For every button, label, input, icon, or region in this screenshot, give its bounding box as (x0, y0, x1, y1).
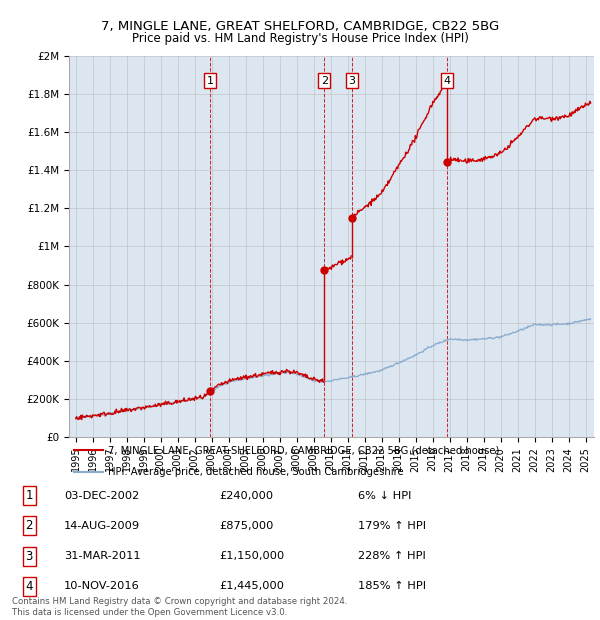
Text: Price paid vs. HM Land Registry's House Price Index (HPI): Price paid vs. HM Land Registry's House … (131, 32, 469, 45)
Text: 4: 4 (26, 580, 33, 593)
Text: £875,000: £875,000 (220, 521, 274, 531)
Text: 1: 1 (207, 76, 214, 86)
Text: Contains HM Land Registry data © Crown copyright and database right 2024.
This d: Contains HM Land Registry data © Crown c… (12, 598, 347, 617)
Text: 10-NOV-2016: 10-NOV-2016 (64, 582, 140, 591)
Text: 31-MAR-2011: 31-MAR-2011 (64, 551, 140, 561)
Text: 3: 3 (349, 76, 355, 86)
Text: 14-AUG-2009: 14-AUG-2009 (64, 521, 140, 531)
Text: 7, MINGLE LANE, GREAT SHELFORD, CAMBRIDGE, CB22 5BG (detached house): 7, MINGLE LANE, GREAT SHELFORD, CAMBRIDG… (109, 445, 500, 455)
Text: 2: 2 (26, 520, 33, 533)
Text: 185% ↑ HPI: 185% ↑ HPI (358, 582, 426, 591)
Text: £1,445,000: £1,445,000 (220, 582, 284, 591)
Text: 2: 2 (320, 76, 328, 86)
Text: 1: 1 (26, 489, 33, 502)
Text: 228% ↑ HPI: 228% ↑ HPI (358, 551, 425, 561)
Text: 4: 4 (443, 76, 451, 86)
Text: 6% ↓ HPI: 6% ↓ HPI (358, 490, 411, 501)
Text: HPI: Average price, detached house, South Cambridgeshire: HPI: Average price, detached house, Sout… (109, 467, 404, 477)
Text: 7, MINGLE LANE, GREAT SHELFORD, CAMBRIDGE, CB22 5BG: 7, MINGLE LANE, GREAT SHELFORD, CAMBRIDG… (101, 20, 499, 33)
Text: £1,150,000: £1,150,000 (220, 551, 284, 561)
Text: 03-DEC-2002: 03-DEC-2002 (64, 490, 139, 501)
Text: £240,000: £240,000 (220, 490, 274, 501)
Text: 3: 3 (26, 550, 33, 562)
Text: 179% ↑ HPI: 179% ↑ HPI (358, 521, 426, 531)
